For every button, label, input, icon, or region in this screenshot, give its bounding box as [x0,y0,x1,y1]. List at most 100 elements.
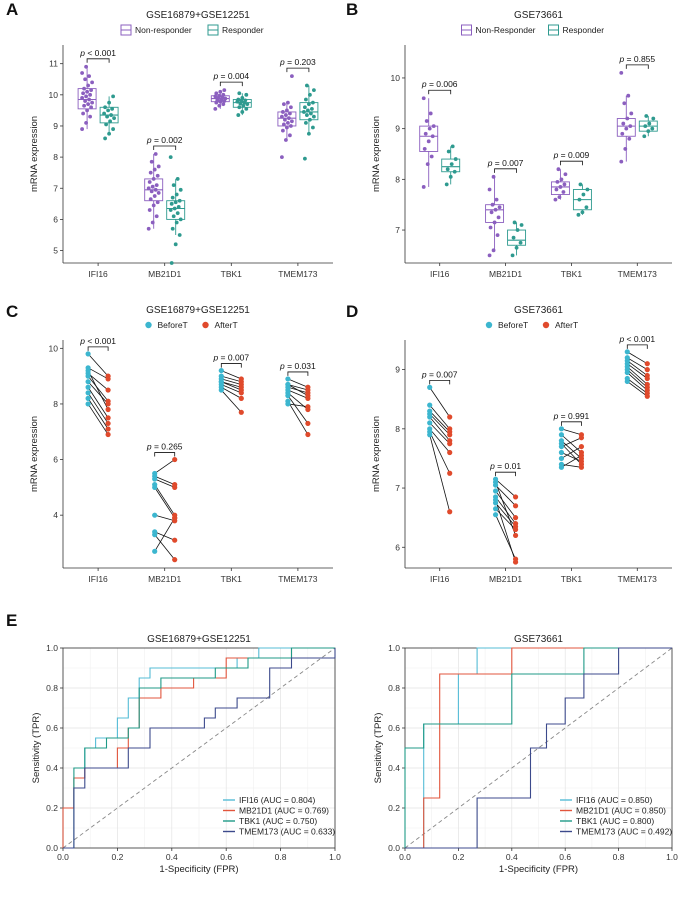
data-point [620,131,625,136]
after-point [578,461,585,467]
y-tick-label: 0.2 [388,803,400,813]
x-tick-label: TBK1 [561,269,583,279]
p-symbol: p [489,461,495,471]
data-point [81,111,85,116]
data-point [515,228,520,232]
pair-line [561,440,582,459]
after-point [105,431,111,438]
p-value-label: p = 0.004 [212,71,249,81]
pair-line [154,478,175,488]
box-responder [232,91,252,117]
legend-item: MB21D1 (AUC = 0.769) [223,806,329,816]
roc-curve [405,647,672,849]
before-point [152,512,158,518]
x-tick-label: 0.0 [57,852,69,862]
x-axis-label: 1-Specificity (FPR) [499,864,578,875]
before-point [85,401,91,407]
data-point [553,197,558,202]
data-point [221,92,226,97]
significance-bracket [86,58,110,63]
after-point [447,441,453,447]
legend-label: IFI16 (AUC = 0.850) [576,795,652,805]
data-point [155,200,160,205]
pair-line [495,484,516,507]
after-point [578,452,585,459]
data-point [425,162,430,167]
after-point [578,435,585,441]
data-point [426,139,431,144]
pair-line [87,392,109,424]
data-point [241,103,246,108]
after-point [512,494,519,500]
data-point [563,172,568,177]
data-point [281,110,285,114]
pair-line [287,389,309,399]
p-value-label: p < 0.001 [79,336,116,346]
pair-line [627,381,648,397]
data-point [307,131,311,136]
data-point [109,113,113,117]
data-point [585,187,590,192]
y-tick-label: 9 [53,121,58,131]
panel-letter: D [346,302,358,321]
before-point [427,384,433,390]
pair-line [561,443,582,465]
p-value-text: = 0.007 [492,158,523,168]
legend-item: TMEM173 (AUC = 0.492) [560,827,672,837]
significance-bracket [428,89,452,95]
y-tick-label: 8 [53,399,58,409]
data-point [627,136,632,141]
data-point [178,217,183,222]
data-point [619,70,624,75]
data-point [285,108,289,113]
pair-line [87,373,109,391]
p-value-label: p < 0.001 [618,334,655,344]
pair-line [87,381,109,405]
data-point [309,111,313,116]
x-tick-label: TMEM173 [278,269,317,279]
before-point [558,426,565,432]
pair-line [221,389,242,413]
data-point [89,88,93,93]
data-point [239,99,244,103]
pair-line [627,369,648,388]
x-tick-label: 0.2 [111,852,123,862]
data-point [81,91,85,96]
after-point [447,432,453,438]
data-point [84,64,88,69]
x-tick-label: 0.4 [166,852,178,862]
legend-item: Responder [548,24,604,36]
data-point [288,133,292,138]
data-point [223,96,228,101]
y-tick-label: 0.0 [388,843,400,853]
legend-key [542,321,550,329]
after-point [644,367,650,373]
pair-line [495,490,516,518]
p-value-text: = 0.007 [218,353,249,363]
before-point [427,402,433,408]
after-point [105,401,111,407]
panel-title: GSE16879+GSE12251 [147,634,251,645]
data-point [150,220,155,225]
pair-line [561,452,582,462]
before-point [285,376,291,382]
data-point [85,89,89,94]
data-point [283,117,287,122]
significance-bracket [219,81,243,87]
before-point [492,506,499,512]
data-point [217,93,222,98]
after-point [512,503,519,509]
data-point [647,121,652,126]
y-tick-label: 0.4 [388,763,400,773]
data-point [170,226,175,231]
data-point [105,114,109,119]
after-point [447,414,453,420]
significance-bracket [87,346,109,351]
data-point [84,120,88,125]
significance-bracket [495,471,516,477]
pair-line [429,434,451,512]
y-tick-label: 6 [53,455,58,465]
pair-group [152,456,178,563]
legend-item: MB21D1 (AUC = 0.850) [560,806,666,816]
p-value-text: = 0.006 [427,79,458,89]
